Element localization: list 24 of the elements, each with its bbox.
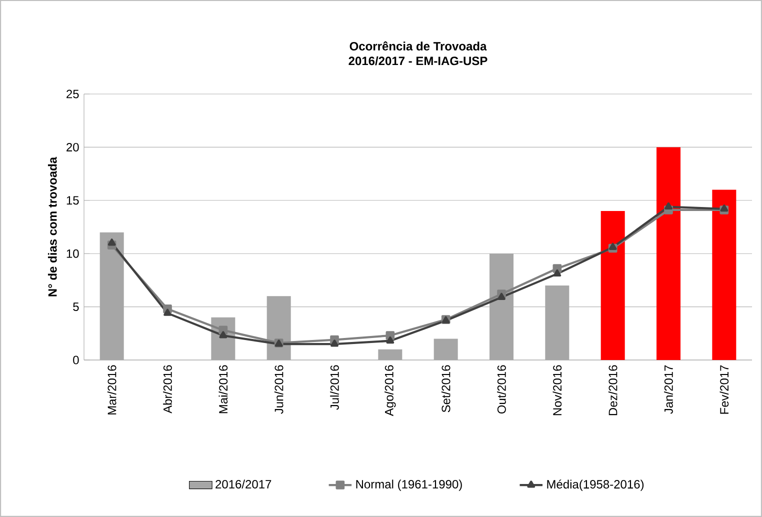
x-tick-label: Set/2016: [441, 365, 450, 412]
legend-label: 2016/2017: [216, 480, 272, 488]
chart-title: Ocorrência de Trovoada: [350, 41, 487, 51]
chart-subtitle: 2016/2017 - EM-IAG-USP: [348, 56, 488, 66]
y-tick-label: 20: [66, 142, 79, 152]
x-tick-label: Jun/2016: [274, 365, 284, 414]
legend-label: Média(1958-2016): [547, 480, 644, 491]
y-tick-label: 0: [73, 356, 79, 364]
x-tick-label: Mar/2016: [107, 365, 116, 414]
y-tick-label: 10: [66, 249, 79, 258]
y-tick-label: 25: [66, 90, 79, 98]
y-tick-label: 5: [73, 302, 79, 311]
x-tick-label: Dez/2016: [608, 365, 618, 416]
x-tick-label: Nov/2016: [552, 365, 562, 416]
x-tick-label: Out/2016: [497, 365, 506, 414]
x-tick-label: Jan/2017: [664, 365, 673, 414]
x-tick-label: Ago/2016: [384, 365, 396, 416]
y-axis-title: N° de dias com trovoada: [48, 156, 57, 296]
x-tick-label: Fev/2017: [720, 365, 729, 414]
legend-label: Normal (1961-1990): [356, 480, 462, 491]
x-tick-label: Abr/2016: [163, 365, 172, 414]
x-tick-label: Jul/2016: [330, 365, 339, 410]
x-tick-label: Mai/2016: [218, 365, 228, 414]
y-tick-label: 15: [66, 196, 79, 205]
